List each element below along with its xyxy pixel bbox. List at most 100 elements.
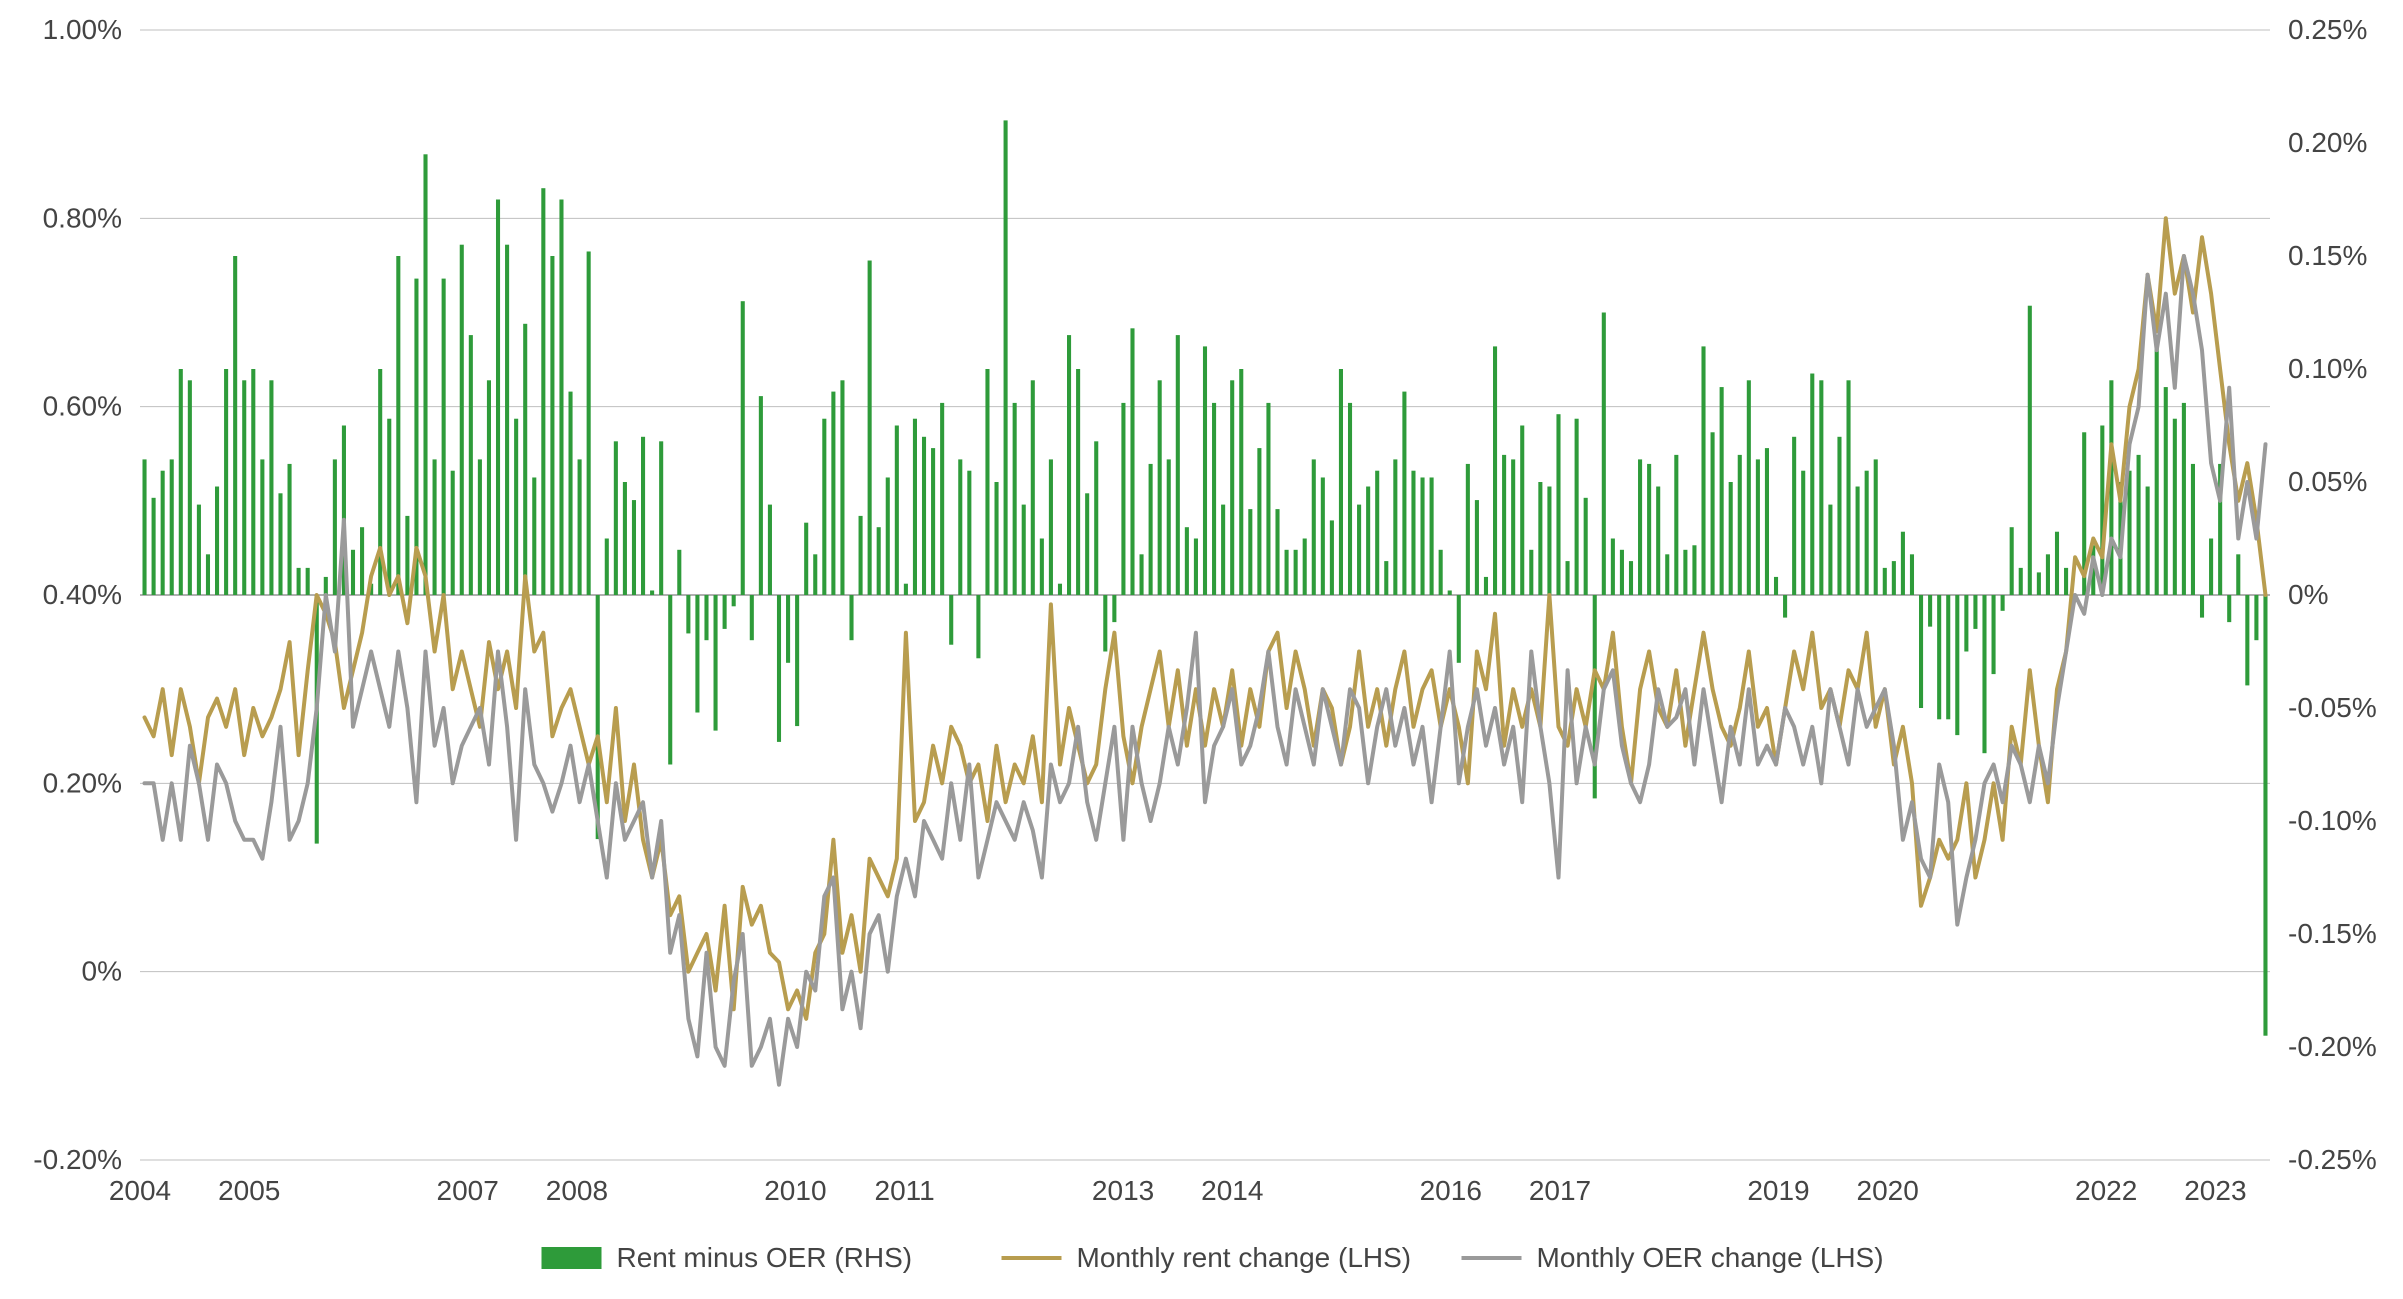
bar — [1837, 437, 1841, 595]
bar — [2146, 487, 2150, 595]
chart-container: -0.20%0%0.20%0.40%0.60%0.80%1.00%-0.25%-… — [0, 0, 2403, 1299]
x-axis-label: 2019 — [1747, 1175, 1809, 1206]
bar — [1701, 346, 1705, 595]
bar — [795, 595, 799, 726]
bar — [179, 369, 183, 595]
bar — [405, 516, 409, 595]
bar — [269, 380, 273, 595]
bar — [505, 245, 509, 595]
bar — [1257, 448, 1261, 595]
bar — [1529, 550, 1533, 595]
bar — [1357, 505, 1361, 595]
bar — [1992, 595, 1996, 674]
bar — [958, 459, 962, 595]
bar — [1892, 561, 1896, 595]
bar — [1520, 426, 1524, 596]
bar — [1058, 584, 1062, 595]
bar — [2001, 595, 2005, 611]
bar — [804, 523, 808, 595]
bar — [1747, 380, 1751, 595]
bar — [2254, 595, 2258, 640]
y-axis-right-label: -0.20% — [2288, 1031, 2377, 1062]
bar — [2109, 380, 2113, 595]
bar — [1982, 595, 1986, 753]
bar — [1312, 459, 1316, 595]
y-axis-left-label: 0.80% — [43, 202, 122, 233]
bar — [1955, 595, 1959, 735]
bar — [2182, 403, 2186, 595]
bar — [1629, 561, 1633, 595]
bar — [822, 419, 826, 595]
bar — [559, 200, 563, 596]
bar — [1348, 403, 1352, 595]
bar — [469, 335, 473, 595]
bar — [1475, 500, 1479, 595]
bar — [487, 380, 491, 595]
bar — [1774, 577, 1778, 595]
bar — [324, 577, 328, 595]
bar — [142, 459, 146, 595]
bar — [1203, 346, 1207, 595]
bar — [1620, 550, 1624, 595]
x-axis-label: 2013 — [1092, 1175, 1154, 1206]
y-axis-right-label: -0.05% — [2288, 692, 2377, 723]
bar — [623, 482, 627, 595]
bar — [1402, 392, 1406, 595]
bar — [985, 369, 989, 595]
bar — [750, 595, 754, 640]
y-axis-right-label: -0.25% — [2288, 1144, 2377, 1175]
bar — [351, 550, 355, 595]
bar — [1420, 477, 1424, 595]
legend-label: Monthly rent change (LHS) — [1077, 1242, 1412, 1273]
bar — [1792, 437, 1796, 595]
bar — [2155, 335, 2159, 595]
bar — [1665, 554, 1669, 595]
bar — [1022, 505, 1026, 595]
bar — [233, 256, 237, 595]
bar — [650, 590, 654, 595]
bar — [976, 595, 980, 658]
bar — [994, 482, 998, 595]
bar — [768, 505, 772, 595]
bar — [1810, 374, 1814, 595]
bar — [605, 539, 609, 596]
bar — [188, 380, 192, 595]
bar — [668, 595, 672, 765]
bar — [215, 487, 219, 595]
bar — [2137, 455, 2141, 595]
bar — [1538, 482, 1542, 595]
bar — [1149, 464, 1153, 595]
bar — [1285, 550, 1289, 595]
bar — [1729, 482, 1733, 595]
bar — [478, 459, 482, 595]
bar — [1167, 459, 1171, 595]
bar — [2019, 568, 2023, 595]
bar — [831, 392, 835, 595]
bar — [433, 459, 437, 595]
bar — [152, 498, 156, 595]
bar — [1384, 561, 1388, 595]
bar — [1674, 455, 1678, 595]
bar — [1511, 459, 1515, 595]
bar — [423, 154, 427, 595]
x-axis-label: 2020 — [1857, 1175, 1919, 1206]
bar — [1112, 595, 1116, 622]
bar — [2245, 595, 2249, 685]
bar — [224, 369, 228, 595]
bar — [1275, 509, 1279, 595]
bar — [442, 279, 446, 595]
bar — [1901, 532, 1905, 595]
bar — [686, 595, 690, 633]
bar — [1294, 550, 1298, 595]
bar — [777, 595, 781, 742]
bar — [1439, 550, 1443, 595]
bar — [1593, 595, 1597, 798]
bar — [1085, 493, 1089, 595]
bar — [2064, 568, 2068, 595]
bar — [1856, 487, 1860, 595]
bar — [1248, 509, 1252, 595]
bar — [859, 516, 863, 595]
bar — [451, 471, 455, 595]
bar — [587, 251, 591, 595]
bar — [2046, 554, 2050, 595]
